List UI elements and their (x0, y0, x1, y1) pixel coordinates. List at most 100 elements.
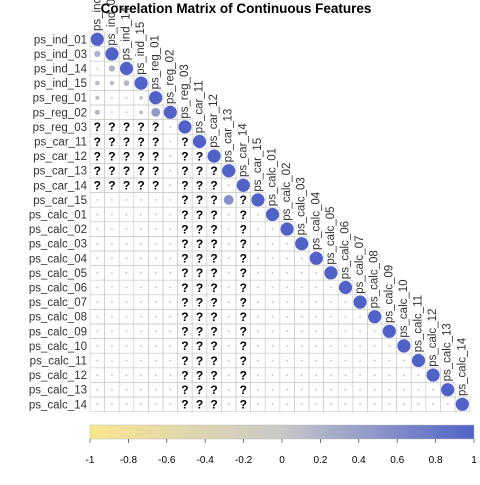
correlation-point (96, 315, 99, 318)
correlation-point (286, 374, 289, 377)
correlation-point (300, 344, 303, 347)
row-label: ps_car_11 (34, 137, 87, 149)
correlation-point (271, 242, 274, 245)
diagonal-point (441, 383, 455, 397)
correlation-point (300, 301, 303, 304)
correlation-point (110, 403, 113, 406)
correlation-point (169, 169, 172, 172)
correlation-point (169, 242, 172, 245)
na-marker: ? (152, 149, 159, 163)
correlation-point (402, 388, 405, 391)
na-marker: ? (137, 120, 144, 134)
row-label: ps_calc_03 (29, 239, 87, 251)
correlation-point (344, 403, 347, 406)
correlation-point (140, 388, 143, 391)
correlation-point (286, 301, 289, 304)
correlation-point (169, 388, 172, 391)
na-marker: ? (196, 354, 203, 368)
na-marker: ? (181, 339, 188, 353)
legend-tick-label: 0.4 (352, 455, 366, 466)
correlation-point (432, 388, 435, 391)
correlation-point (227, 184, 230, 187)
correlation-point (300, 315, 303, 318)
correlation-point (154, 213, 157, 216)
na-marker: ? (210, 295, 217, 309)
cell-grid (89, 31, 470, 412)
correlation-point (110, 111, 113, 114)
correlation-point (329, 330, 332, 333)
column-label: ps_calc_10 (398, 279, 410, 337)
na-marker: ? (240, 252, 247, 266)
na-marker: ? (210, 179, 217, 193)
correlation-point (417, 374, 420, 377)
correlation-point (169, 271, 172, 274)
column-label: ps_reg_02 (164, 50, 176, 104)
correlation-point (96, 374, 99, 377)
correlation-point (227, 330, 230, 333)
correlation-point (139, 95, 143, 100)
diagonal-point (134, 76, 148, 90)
legend-tick-label: -1 (86, 455, 95, 466)
correlation-point (227, 388, 230, 391)
na-marker: ? (181, 149, 188, 163)
correlation-point (402, 359, 405, 362)
na-marker: ? (181, 135, 188, 149)
correlation-point (125, 374, 128, 377)
correlation-point (96, 359, 99, 362)
correlation-point (125, 198, 128, 201)
correlation-point (300, 403, 303, 406)
correlation-point (315, 359, 318, 362)
correlation-point (227, 374, 230, 377)
correlation-point (344, 330, 347, 333)
chart-title: Correlation Matrix of Continuous Feature… (101, 1, 372, 16)
correlation-point (300, 374, 303, 377)
correlation-point (271, 344, 274, 347)
column-label: ps_car_15 (252, 138, 264, 192)
correlation-point (110, 257, 113, 260)
correlation-point (329, 403, 332, 406)
correlation-point (110, 286, 113, 289)
correlation-point (315, 403, 318, 406)
diagonal-point (149, 91, 163, 105)
diagonal-point (324, 266, 338, 280)
correlation-point (110, 359, 113, 362)
correlation-point (227, 315, 230, 318)
column-labels: ps_ind_01 ps_ind_03 ps_ind_14 ps_ind_15 ps_r… (91, 0, 468, 396)
correlation-point (125, 271, 128, 274)
na-marker: ? (137, 149, 144, 163)
correlation-point (110, 242, 113, 245)
correlation-point (140, 213, 143, 216)
na-marker: ? (152, 135, 159, 149)
correlation-point (315, 374, 318, 377)
na-marker: ? (123, 164, 130, 178)
row-label: ps_calc_13 (29, 385, 87, 397)
correlation-point (388, 344, 391, 347)
correlation-point (110, 301, 113, 304)
na-marker: ? (123, 120, 130, 134)
correlation-point (125, 96, 128, 99)
row-label: ps_calc_04 (29, 253, 88, 265)
na-marker: ? (196, 193, 203, 207)
correlation-point (256, 228, 259, 231)
na-marker: ? (196, 164, 203, 178)
correlation-point (227, 242, 230, 245)
correlation-point (154, 374, 157, 377)
correlation-point (271, 330, 274, 333)
correlation-point (96, 344, 99, 347)
diagonal-point (295, 237, 309, 251)
correlation-point (286, 344, 289, 347)
na-marker: ? (123, 135, 130, 149)
correlation-point (300, 330, 303, 333)
na-marker: ? (108, 135, 115, 149)
correlation-point (109, 80, 115, 86)
correlation-point (151, 107, 161, 117)
correlation-point (154, 286, 157, 289)
correlation-point (344, 359, 347, 362)
correlation-point (388, 388, 391, 391)
na-marker: ? (240, 208, 247, 222)
correlation-point (446, 403, 449, 406)
row-label: ps_calc_05 (29, 268, 87, 280)
diagonal-point (207, 149, 221, 163)
na-marker: ? (210, 237, 217, 251)
correlation-point (286, 388, 289, 391)
